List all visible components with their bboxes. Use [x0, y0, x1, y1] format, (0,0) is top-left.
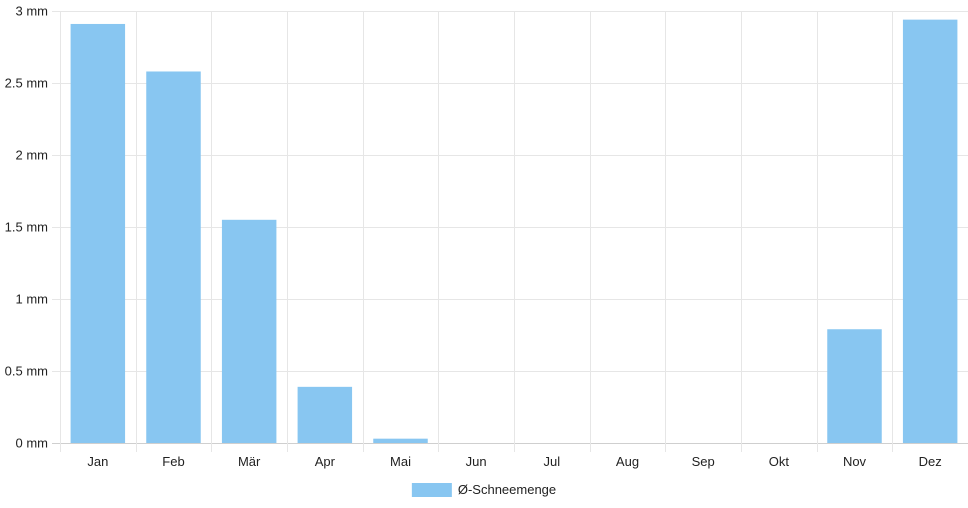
x-tick-label: Feb — [162, 454, 184, 469]
y-tick-label: 2.5 mm — [5, 76, 48, 91]
y-tick-label: 0.5 mm — [5, 364, 48, 379]
x-tick-label: Dez — [919, 454, 942, 469]
bars — [70, 19, 958, 444]
x-tick-label: Jan — [87, 454, 108, 469]
y-tick-label: 1 mm — [16, 292, 49, 307]
x-tick-label: Aug — [616, 454, 639, 469]
x-axis-ticks: Jan Feb Mär Apr Mai Jun Jul Aug Sep Okt Nov Dez — [87, 454, 941, 469]
x-tick-label: Apr — [315, 454, 336, 469]
bar-Dez[interactable] — [902, 19, 958, 443]
bar-Jan[interactable] — [70, 23, 126, 444]
x-tick-label: Jun — [466, 454, 487, 469]
legend[interactable]: Ø-Schneemenge — [411, 482, 556, 497]
x-tick-label: Okt — [769, 454, 790, 469]
y-tick-label: 0 mm — [16, 436, 49, 451]
bar-Feb[interactable] — [146, 71, 201, 443]
x-tick-label: Nov — [843, 454, 867, 469]
bar-Mai[interactable] — [373, 438, 428, 443]
grid — [52, 11, 968, 452]
bar-Mär[interactable] — [221, 219, 277, 443]
x-tick-label: Mär — [238, 454, 261, 469]
y-tick-label: 2 mm — [16, 148, 49, 163]
legend-label: Ø-Schneemenge — [458, 482, 556, 497]
x-tick-label: Mai — [390, 454, 411, 469]
x-tick-label: Sep — [692, 454, 715, 469]
x-tick-label: Jul — [544, 454, 561, 469]
y-tick-label: 1.5 mm — [5, 220, 48, 235]
y-tick-label: 3 mm — [16, 4, 49, 19]
bar-Apr[interactable] — [297, 386, 353, 443]
y-axis-ticks: 0 mm 0.5 mm 1 mm 1.5 mm 2 mm 2.5 mm 3 mm — [5, 4, 48, 451]
legend-swatch — [411, 483, 452, 497]
bar-Nov[interactable] — [827, 329, 882, 443]
